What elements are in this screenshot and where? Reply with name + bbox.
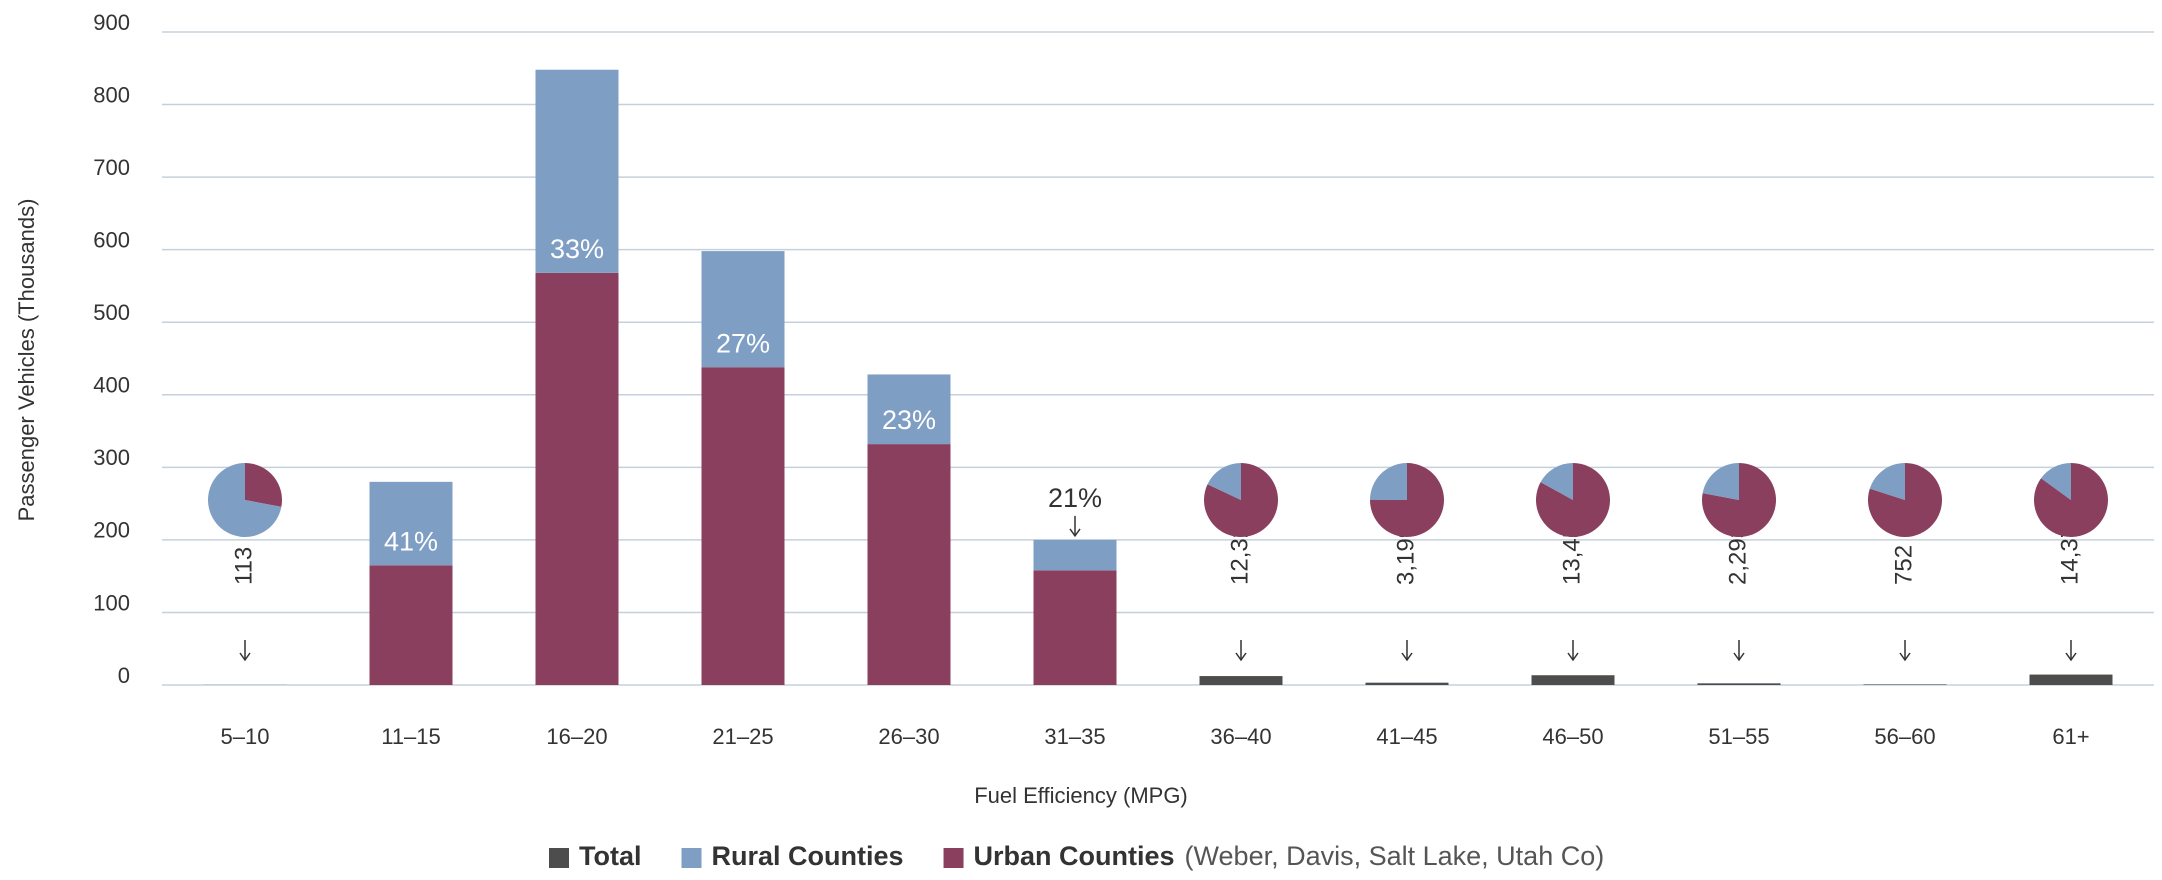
x-tick-label: 21–25 — [712, 724, 773, 749]
y-tick-label: 700 — [93, 155, 130, 180]
total-bar — [2029, 674, 2113, 685]
pie-urban — [1536, 463, 1611, 537]
x-tick-label: 11–15 — [381, 724, 441, 749]
share-label: 21% — [1048, 483, 1102, 513]
pie-rural — [1540, 462, 1573, 500]
y-axis-title: Passenger Vehicles (Thousands) — [14, 199, 39, 522]
x-tick-label: 5–10 — [221, 724, 270, 749]
total-bar — [1531, 675, 1615, 685]
x-tick-label: 51–55 — [1708, 724, 1769, 749]
x-tick-label: 46–50 — [1542, 724, 1603, 749]
legend-swatch — [549, 848, 569, 868]
y-tick-label: 600 — [93, 227, 130, 252]
x-tick-label: 56–60 — [1874, 724, 1935, 749]
x-tick-label: 16–20 — [546, 724, 607, 749]
legend-label: Urban Counties — [974, 841, 1175, 871]
legend-swatch — [943, 848, 964, 868]
share-label: 41% — [384, 526, 438, 556]
bar-segment — [369, 565, 453, 685]
y-tick-label: 900 — [93, 10, 130, 35]
y-tick-label: 300 — [93, 445, 130, 470]
bar-segment — [1033, 570, 1117, 685]
bar-segment — [867, 374, 951, 445]
x-axis-title: Fuel Efficiency (MPG) — [974, 783, 1188, 808]
bar-segment — [535, 272, 619, 685]
bar-segment — [701, 251, 785, 368]
y-tick-label: 400 — [93, 373, 130, 398]
total-arrow-head — [1899, 652, 1911, 662]
total-label: 752 — [1890, 545, 1917, 585]
total-bar — [1863, 684, 1947, 685]
bar-segment — [867, 444, 951, 685]
share-label: 27% — [716, 328, 770, 358]
y-tick-label: 100 — [93, 590, 130, 615]
share-label: 23% — [882, 405, 936, 435]
pie-rural — [1702, 463, 1739, 500]
total-arrow-head — [1235, 652, 1247, 662]
total-label: 113 — [230, 547, 257, 585]
pie-rural — [1207, 463, 1241, 500]
legend-swatch — [681, 848, 702, 868]
total-bar — [1697, 683, 1781, 685]
bar-segment — [701, 367, 785, 685]
total-arrow-head — [1733, 652, 1745, 662]
x-tick-label: 36–40 — [1210, 724, 1271, 749]
y-tick-label: 200 — [93, 518, 130, 543]
pie-rural — [1370, 463, 1407, 500]
y-tick-label: 500 — [93, 300, 130, 325]
y-tick-label: 0 — [118, 663, 130, 688]
x-tick-label: 31–35 — [1044, 724, 1105, 749]
bar-segment — [535, 69, 619, 273]
y-tick-label: 800 — [93, 82, 130, 107]
pie-rural — [2041, 463, 2071, 500]
pie-rural — [208, 463, 282, 537]
total-bar — [1365, 682, 1449, 685]
x-tick-label: 61+ — [2052, 724, 2089, 749]
pie-rural — [1869, 463, 1905, 500]
legend-label: Rural Counties — [712, 841, 904, 871]
legend-label: Total — [579, 841, 642, 871]
total-arrow-head — [239, 652, 251, 662]
bar-segment — [1033, 539, 1117, 571]
share-label: 33% — [550, 234, 604, 264]
x-tick-label: 41–45 — [1376, 724, 1437, 749]
total-arrow-head — [1567, 652, 1579, 662]
pie-urban — [245, 463, 283, 507]
total-bar — [1199, 676, 1283, 685]
share-arrow-head — [1069, 528, 1081, 538]
total-arrow-head — [1401, 652, 1413, 662]
legend-note: (Weber, Davis, Salt Lake, Utah Co) — [1185, 841, 1605, 871]
pie-urban — [2034, 463, 2109, 537]
x-tick-label: 26–30 — [878, 724, 939, 749]
total-arrow-head — [2065, 652, 2077, 662]
pie-urban — [1204, 463, 1278, 538]
bar-segment — [369, 481, 453, 566]
